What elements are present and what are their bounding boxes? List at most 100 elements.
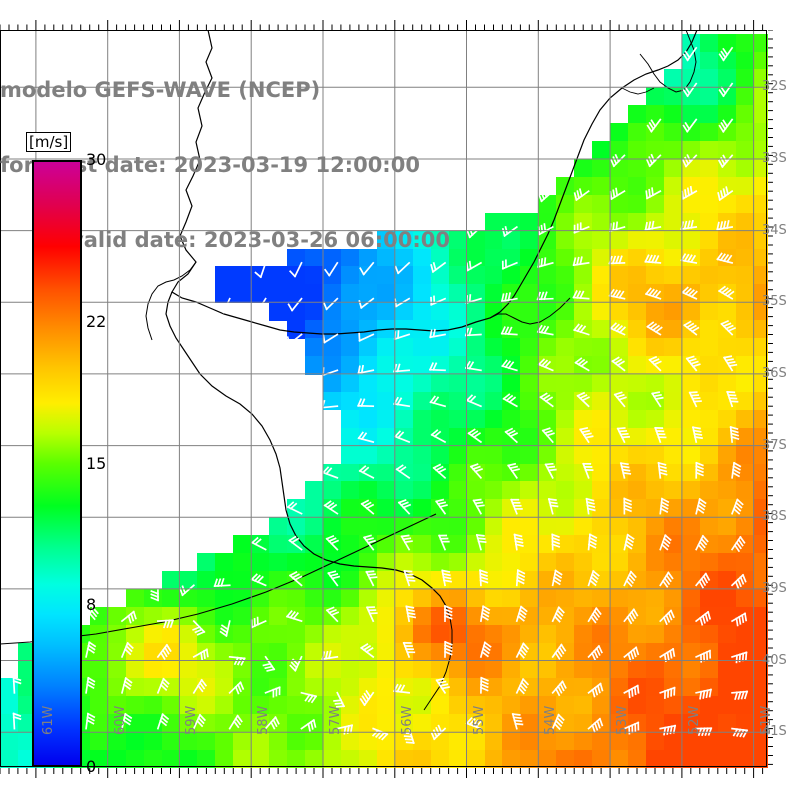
grid-cell (466, 642, 486, 662)
right-axis-ticks (768, 30, 773, 765)
grid-cell (197, 588, 217, 608)
grid-cell (574, 714, 593, 733)
grid-cell (681, 427, 701, 447)
grid-cell (681, 732, 701, 751)
grid-cell (681, 517, 701, 536)
grid-cell (610, 391, 629, 411)
grid-cell (538, 266, 557, 286)
grid-cell (502, 212, 522, 232)
grid-cell (646, 141, 665, 160)
colorbar-tick-label: 22 (86, 311, 107, 331)
grid-cell (197, 606, 217, 626)
grid-cell (753, 732, 768, 751)
grid-cell (717, 606, 737, 626)
grid-cell (735, 660, 755, 680)
grid-cell (179, 660, 199, 680)
grid-cell (681, 123, 701, 142)
grid-cell (412, 338, 432, 357)
grid-cell (466, 266, 486, 286)
grid-cell (699, 338, 719, 357)
grid-cell (394, 750, 414, 768)
grid-cell (412, 499, 432, 518)
grid-cell (125, 696, 145, 715)
grid-cell (628, 391, 647, 411)
grid-cell (412, 660, 432, 680)
grid-cell (430, 696, 450, 715)
grid-cell (358, 284, 378, 304)
grid-cell (592, 338, 611, 357)
grid-cell (502, 427, 522, 447)
grid-cell (681, 266, 701, 286)
grid-cell (161, 571, 181, 590)
grid-cell (323, 535, 342, 554)
grid-cell (233, 624, 252, 644)
grid-cell (448, 481, 468, 501)
grid-cell (592, 409, 611, 429)
grid-cell (699, 624, 719, 644)
grid-cell (556, 320, 575, 339)
grid-cell (269, 732, 288, 751)
grid-cell (502, 606, 522, 626)
grid-cell (753, 33, 768, 53)
grid-cell (520, 248, 540, 268)
grid-cell (556, 499, 575, 518)
grid-cell (717, 159, 737, 178)
grid-cell (340, 499, 360, 518)
grid-cell (466, 499, 486, 518)
grid-cell (628, 463, 647, 483)
grid-cell (233, 750, 252, 768)
grid-cell (89, 696, 109, 715)
grid-cell (681, 588, 701, 608)
grid-cell (735, 553, 755, 572)
grid-cell (538, 463, 557, 483)
grid-cell (484, 714, 504, 733)
grid-cell (538, 553, 557, 572)
grid-cell (466, 535, 486, 554)
grid-cell (197, 571, 217, 590)
grid-cell (179, 750, 199, 768)
grid-cell (502, 266, 522, 286)
grid-cell (663, 517, 683, 536)
grid-cell (161, 678, 181, 698)
grid-cell (556, 750, 575, 768)
grid-cell (592, 606, 611, 626)
grid-cell (663, 176, 683, 196)
grid-cell (376, 606, 396, 626)
grid-cell (305, 714, 324, 733)
grid-cell (340, 642, 360, 662)
grid-cell (340, 571, 360, 590)
grid-cell (215, 571, 234, 590)
grid-cell (269, 678, 288, 698)
grid-cell (574, 302, 593, 321)
grid-cell (538, 642, 557, 662)
grid-cell (412, 678, 432, 698)
grid-cell (323, 517, 342, 536)
grid-cell (538, 571, 557, 590)
grid-cell (753, 553, 768, 572)
grid-cell (340, 320, 360, 339)
grid-cell (161, 660, 181, 680)
grid-cell (502, 571, 522, 590)
grid-cell (251, 535, 270, 554)
grid-cell (717, 266, 737, 286)
grid-cell (161, 642, 181, 662)
grid-cell (430, 463, 450, 483)
grid-cell (592, 624, 611, 644)
grid-cell (197, 732, 217, 751)
grid-cell (484, 284, 504, 304)
grid-cell (358, 535, 378, 554)
grid-cell (340, 391, 360, 411)
grid-cell (17, 660, 37, 680)
grid-cell (610, 588, 629, 608)
grid-cell (466, 356, 486, 375)
grid-cell (376, 320, 396, 339)
grid-cell (305, 571, 324, 590)
grid-cell (681, 499, 701, 518)
grid-cell (717, 714, 737, 733)
grid-cell (430, 571, 450, 590)
grid-cell (681, 642, 701, 662)
grid-cell (323, 338, 342, 357)
grid-cell (663, 105, 683, 124)
lat-tick-label: 33S (762, 151, 787, 166)
